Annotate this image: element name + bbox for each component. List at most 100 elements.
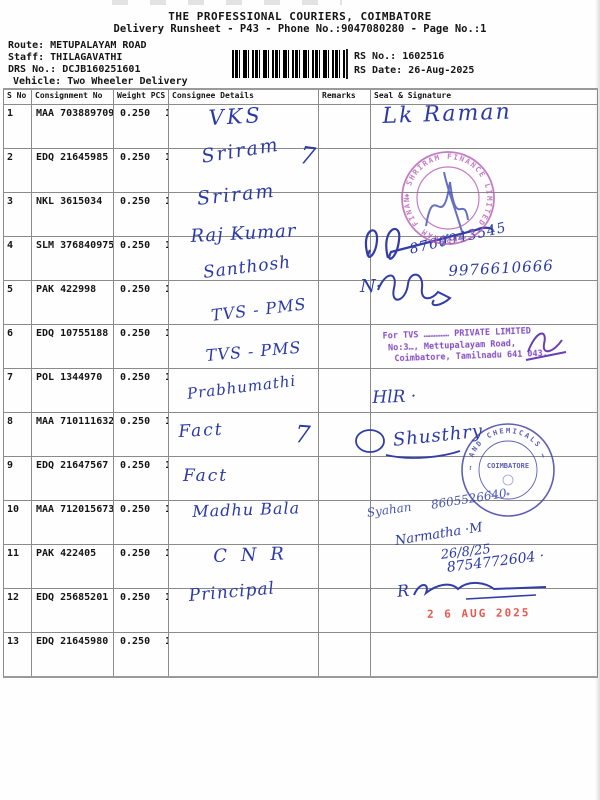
vehicle-line: Vehicle: Two Wheeler Delivery <box>8 76 188 88</box>
route-info-block: Route: METUPALAYAM ROAD Staff: THILAGAVA… <box>8 40 188 88</box>
row-weight-pcs: 0.250 1 <box>113 412 169 457</box>
row-consignment-no: EDQ 10755188 <box>31 324 114 369</box>
row-consignment-no: EDQ 21645980 <box>31 632 114 678</box>
row-signature-cell <box>370 456 598 501</box>
row-signature-cell <box>370 148 598 193</box>
table-row: 8 MAA 710111632 0.250 1 <box>3 412 598 457</box>
row-consignee-cell <box>168 368 319 413</box>
row-pcs: 1 <box>165 416 167 427</box>
row-weight: 0.250 <box>120 240 151 251</box>
row-weight: 0.250 <box>120 328 151 339</box>
col-signature: Seal & Signature <box>370 88 598 105</box>
row-consignee-cell <box>168 544 319 589</box>
rs-info-box: RS No.: 1602516 RS Date: 26-Aug-2025 <box>346 49 474 79</box>
route-line: Route: METUPALAYAM ROAD <box>8 40 188 52</box>
row-pcs: 1 <box>165 592 167 603</box>
row-sno: 3 <box>3 192 32 237</box>
col-sno: S No <box>3 88 32 105</box>
row-consignee-cell <box>168 588 319 633</box>
row-consignment-no: EDQ 25685201 <box>31 588 114 633</box>
row-consignment-no: EDQ 21647567 <box>31 456 114 501</box>
row-pcs: 1 <box>165 636 167 647</box>
vehicle-value: Two Wheeler Delivery <box>67 76 188 87</box>
row-remarks-cell <box>318 324 371 369</box>
row-consignee-cell <box>168 412 319 457</box>
row-pcs: 1 <box>165 284 167 295</box>
rs-no-value: 1602516 <box>402 51 445 62</box>
row-signature-cell <box>370 236 598 281</box>
rs-barcode <box>232 50 345 78</box>
row-sno: 6 <box>3 324 32 369</box>
row-consignment-no: MAA 710111632 <box>31 412 114 457</box>
row-remarks-cell <box>318 500 371 545</box>
table-row: 13 EDQ 21645980 0.250 1 <box>3 632 598 678</box>
row-weight-pcs: 0.250 1 <box>113 632 169 678</box>
row-remarks-cell <box>318 456 371 501</box>
table-row: 6 EDQ 10755188 0.250 1 <box>3 324 598 369</box>
drs-label: DRS No.: <box>8 64 57 75</box>
table-row: 2 EDQ 21645985 0.250 1 <box>3 148 598 193</box>
row-signature-cell <box>370 412 598 457</box>
row-sno: 9 <box>3 456 32 501</box>
row-consignee-cell <box>168 456 319 501</box>
row-sno: 5 <box>3 280 32 325</box>
table-row: 3 NKL 3615034 0.250 1 <box>3 192 598 237</box>
row-weight: 0.250 <box>120 592 151 603</box>
staff-line: Staff: THILAGAVATHI <box>8 52 188 64</box>
col-consignment: Consignment No <box>31 88 114 105</box>
row-signature-cell <box>370 544 598 589</box>
row-remarks-cell <box>318 412 371 457</box>
col-consignee: Consignee Details <box>168 88 319 105</box>
row-weight: 0.250 <box>120 416 151 427</box>
scan-artifact-top <box>112 0 342 5</box>
row-signature-cell <box>370 324 598 369</box>
row-consignee-cell <box>168 148 319 193</box>
row-remarks-cell <box>318 236 371 281</box>
row-pcs: 1 <box>165 372 167 383</box>
row-weight: 0.250 <box>120 636 151 647</box>
row-consignment-no: PAK 422405 <box>31 544 114 589</box>
row-remarks-cell <box>318 544 371 589</box>
row-signature-cell <box>370 368 598 413</box>
row-weight-pcs: 0.250 1 <box>113 500 169 545</box>
row-remarks-cell <box>318 192 371 237</box>
scan-edge-shadow <box>595 0 600 800</box>
header-row: S No Consignment No Weight PCS Consignee… <box>3 88 598 105</box>
row-consignment-no: EDQ 21645985 <box>31 148 114 193</box>
row-pcs: 1 <box>165 152 167 163</box>
row-signature-cell <box>370 104 598 149</box>
row-weight: 0.250 <box>120 504 151 515</box>
row-pcs: 1 <box>165 240 167 251</box>
table-row: 10 MAA 712015673 0.250 1 <box>3 500 598 545</box>
row-signature-cell <box>370 280 598 325</box>
row-weight: 0.250 <box>120 108 151 119</box>
row-consignee-cell <box>168 280 319 325</box>
row-weight-pcs: 0.250 1 <box>113 456 169 501</box>
vehicle-label: Vehicle: <box>13 76 62 87</box>
row-remarks-cell <box>318 368 371 413</box>
col-pcs: PCS <box>150 91 166 100</box>
runsheet-title-line: Delivery Runsheet - P43 - Phone No.:9047… <box>113 23 487 35</box>
staff-label: Staff: <box>8 52 45 63</box>
table-row: 12 EDQ 25685201 0.250 1 <box>3 588 598 633</box>
row-weight: 0.250 <box>120 548 151 559</box>
row-sno: 1 <box>3 104 32 149</box>
row-weight-pcs: 0.250 1 <box>113 544 169 589</box>
company-title: THE PROFESSIONAL COURIERS, COIMBATORE <box>168 10 432 23</box>
row-weight-pcs: 0.250 1 <box>113 324 169 369</box>
row-signature-cell <box>370 192 598 237</box>
row-weight: 0.250 <box>120 460 151 471</box>
col-weight-pcs: Weight PCS <box>113 88 169 105</box>
table-row: 7 POL 1344970 0.250 1 <box>3 368 598 413</box>
row-weight-pcs: 0.250 1 <box>113 368 169 413</box>
rs-date-label: RS Date: <box>354 65 403 76</box>
row-consignee-cell <box>168 324 319 369</box>
row-consignee-cell <box>168 632 319 678</box>
row-signature-cell <box>370 588 598 633</box>
col-weight: Weight <box>117 91 146 100</box>
row-pcs: 1 <box>165 108 167 119</box>
staff-value: THILAGAVATHI <box>50 52 123 63</box>
drs-value: DCJB160251601 <box>62 64 141 75</box>
table-row: 5 PAK 422998 0.250 1 <box>3 280 598 325</box>
row-consignment-no: MAA 712015673 <box>31 500 114 545</box>
